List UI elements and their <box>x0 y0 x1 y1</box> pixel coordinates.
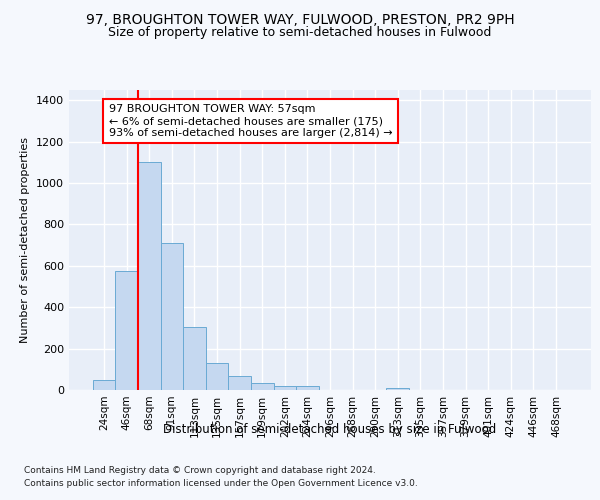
Text: Contains HM Land Registry data © Crown copyright and database right 2024.: Contains HM Land Registry data © Crown c… <box>24 466 376 475</box>
Bar <box>296 386 319 390</box>
Bar <box>161 243 183 390</box>
Bar <box>206 363 229 390</box>
Text: 97, BROUGHTON TOWER WAY, FULWOOD, PRESTON, PR2 9PH: 97, BROUGHTON TOWER WAY, FULWOOD, PRESTO… <box>86 12 514 26</box>
Text: Contains public sector information licensed under the Open Government Licence v3: Contains public sector information licen… <box>24 478 418 488</box>
Bar <box>183 327 206 390</box>
Bar <box>229 376 251 390</box>
Bar <box>274 386 296 390</box>
Text: 97 BROUGHTON TOWER WAY: 57sqm
← 6% of semi-detached houses are smaller (175)
93%: 97 BROUGHTON TOWER WAY: 57sqm ← 6% of se… <box>109 104 392 138</box>
Bar <box>386 388 409 390</box>
Text: Size of property relative to semi-detached houses in Fulwood: Size of property relative to semi-detach… <box>109 26 491 39</box>
Bar <box>93 380 115 390</box>
Bar <box>115 271 138 390</box>
Y-axis label: Number of semi-detached properties: Number of semi-detached properties <box>20 137 31 343</box>
Bar <box>251 383 274 390</box>
Bar <box>138 162 161 390</box>
Text: Distribution of semi-detached houses by size in Fulwood: Distribution of semi-detached houses by … <box>163 422 497 436</box>
